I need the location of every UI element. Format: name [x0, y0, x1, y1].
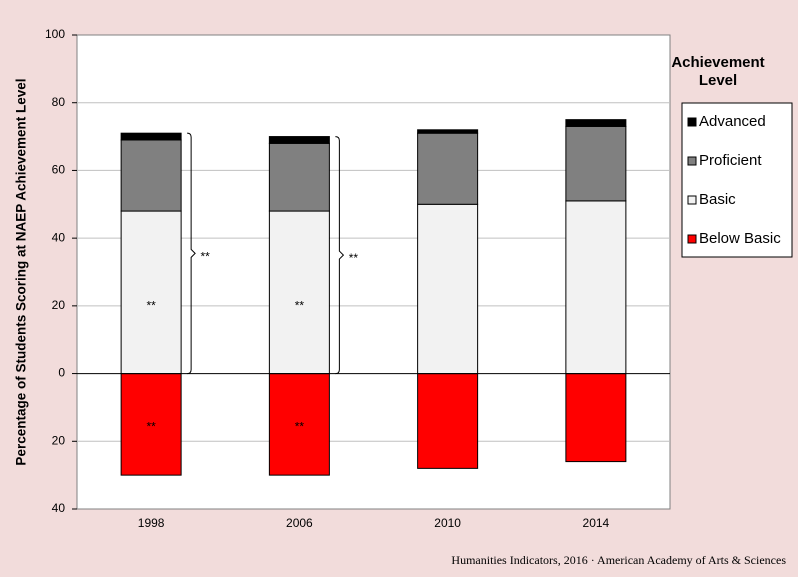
bar-segment	[120, 139, 182, 212]
bar-segment	[120, 132, 182, 141]
legend-swatch	[687, 195, 697, 205]
bar-segment	[268, 136, 330, 144]
legend-title: Achievement Level	[671, 54, 765, 89]
y-axis-label: Percentage of Students Scoring at NAEP A…	[14, 78, 29, 465]
y-tick-label: 60	[52, 163, 66, 177]
legend-title-box: Achievement Level	[671, 54, 765, 89]
legend-swatch	[687, 234, 697, 244]
legend-box	[681, 102, 793, 258]
legend-label: Basic	[699, 191, 736, 208]
footer: Humanities Indicators, 2016 · American A…	[451, 553, 786, 567]
y-tick-label: 80	[52, 95, 66, 109]
legend-label: Proficient	[699, 152, 762, 169]
bar-segment	[565, 200, 627, 375]
bracket	[187, 132, 196, 375]
annotation: **	[146, 298, 156, 312]
annotation: **	[295, 298, 305, 312]
y-tick-label: 20	[52, 433, 66, 447]
annotation: **	[295, 420, 305, 434]
annotation: **	[146, 420, 156, 434]
bar-segment	[565, 125, 627, 202]
bar-segment	[120, 373, 182, 476]
x-tick-label: 1998	[138, 516, 165, 530]
bracket	[335, 136, 345, 375]
legend-swatch	[687, 117, 697, 127]
bar-segment	[268, 373, 330, 476]
x-tick-label: 2006	[286, 516, 313, 530]
legend-label: Below Basic	[699, 230, 781, 247]
x-tick-label: 2010	[434, 516, 461, 530]
legend-swatch	[687, 156, 697, 166]
bar-segment	[417, 129, 479, 134]
y-tick-label: 40	[52, 501, 66, 515]
bar-segment	[565, 373, 627, 463]
x-tick-label: 2014	[583, 516, 610, 530]
y-tick-label: 0	[58, 366, 65, 380]
bar-segment	[268, 142, 330, 212]
y-tick-label: 100	[45, 27, 65, 41]
legend-label: Advanced	[699, 113, 766, 130]
annotation: **	[349, 251, 359, 265]
bar-segment	[120, 210, 182, 375]
bar-segment	[417, 203, 479, 375]
bar-segment	[417, 132, 479, 205]
y-tick-label: 20	[52, 298, 66, 312]
annotation: **	[200, 250, 210, 264]
bar-segment	[268, 210, 330, 375]
y-tick-label: 40	[52, 230, 66, 244]
bar-segment	[417, 373, 479, 469]
bar-segment	[565, 119, 627, 127]
